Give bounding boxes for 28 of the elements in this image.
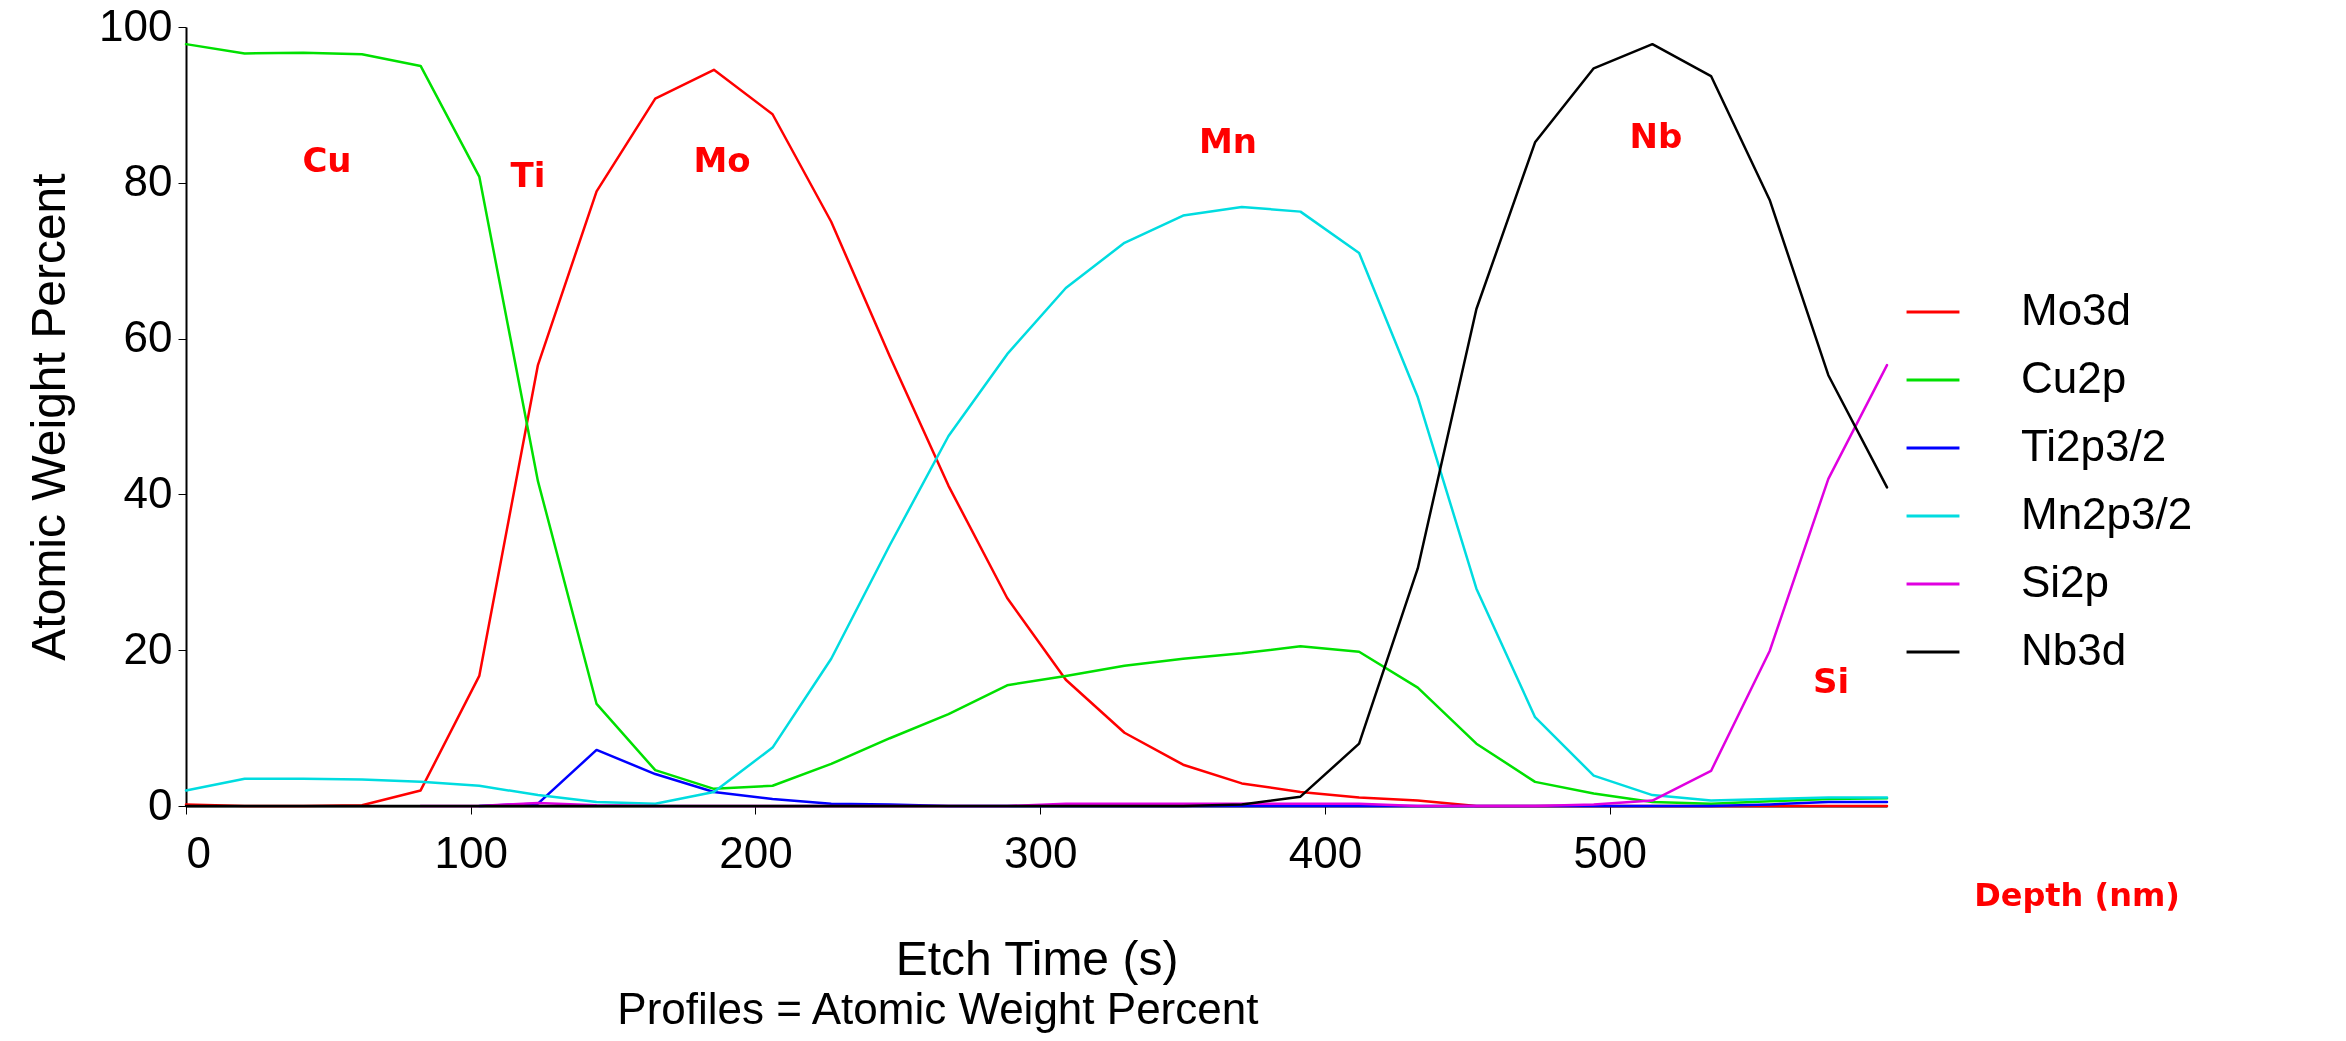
annotation: Si [1812, 661, 1850, 701]
x-tick-label: 200 [719, 827, 793, 877]
annotation: Ti [510, 155, 546, 195]
text: Profiles = Atomic Weight Percent [617, 984, 1259, 1033]
x-tick-label: 0 [186, 827, 211, 877]
text: Depth (nm) [1974, 876, 2180, 914]
legend-label: Cu2p [2021, 353, 2127, 403]
y-tick-label: 40 [123, 467, 173, 517]
legend-label: Ti2p3/2 [2021, 421, 2167, 471]
y-tick-label: 100 [99, 0, 173, 50]
x-tick-label: 400 [1288, 827, 1363, 877]
x-tick-label: 500 [1573, 827, 1647, 877]
y-tick-label: 20 [123, 623, 173, 673]
y-tick-label: 0 [148, 779, 173, 829]
legend-label: Nb3d [2021, 625, 2127, 675]
legend-label: Si2p [2021, 557, 2110, 607]
y-tick-label: 60 [123, 312, 173, 362]
legend-label: Mo3d [2021, 285, 2132, 335]
x-tick-label: 100 [434, 827, 508, 877]
legend-label: Mn2p3/2 [2021, 489, 2193, 539]
x-tick-label: 300 [1003, 827, 1078, 877]
annotation: Mn [1198, 121, 1258, 161]
annotation: Mo [693, 140, 751, 180]
x-axis-title: Etch Time (s) [895, 931, 1179, 985]
annotation: Nb [1629, 116, 1683, 156]
annotation: Cu [302, 140, 352, 180]
y-tick-label: 80 [123, 156, 173, 206]
y-axis-title: Atomic Weight Percent [22, 173, 76, 661]
